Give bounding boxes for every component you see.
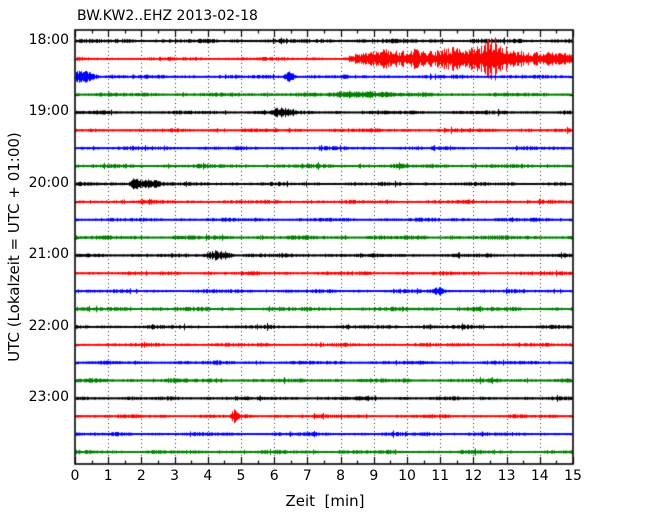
- x-tick-label: 12: [464, 468, 483, 484]
- x-tick-label: 6: [269, 468, 279, 484]
- x-tick-label: 3: [170, 468, 180, 484]
- y-tick-label: 22:00: [28, 317, 69, 334]
- x-axis-label: Zeit [min]: [285, 492, 365, 510]
- plot-title: BW.KW2..EHZ 2013-02-18: [77, 8, 258, 24]
- x-tick-label: 11: [431, 468, 450, 484]
- x-tick-label: 14: [530, 468, 549, 484]
- x-tick-label: 15: [564, 468, 582, 484]
- x-tick-label: 10: [398, 468, 416, 484]
- y-tick-label: 19:00: [28, 103, 69, 120]
- x-tick-label: 4: [203, 468, 213, 484]
- x-tick-label: 8: [336, 468, 346, 484]
- x-tick-label: 7: [302, 468, 312, 484]
- y-tick-label: 18:00: [28, 32, 69, 48]
- x-tick-label: 5: [236, 468, 246, 484]
- y-tick-label: 20:00: [28, 174, 69, 191]
- y-tick-label: 23:00: [28, 389, 69, 406]
- x-tick-label: 1: [103, 468, 113, 484]
- x-tick-label: 2: [136, 468, 146, 484]
- x-tick-label: 0: [70, 468, 80, 484]
- y-tick-label: 21:00: [28, 246, 69, 263]
- x-tick-label: 13: [497, 468, 516, 484]
- x-tick-label: 9: [369, 468, 379, 484]
